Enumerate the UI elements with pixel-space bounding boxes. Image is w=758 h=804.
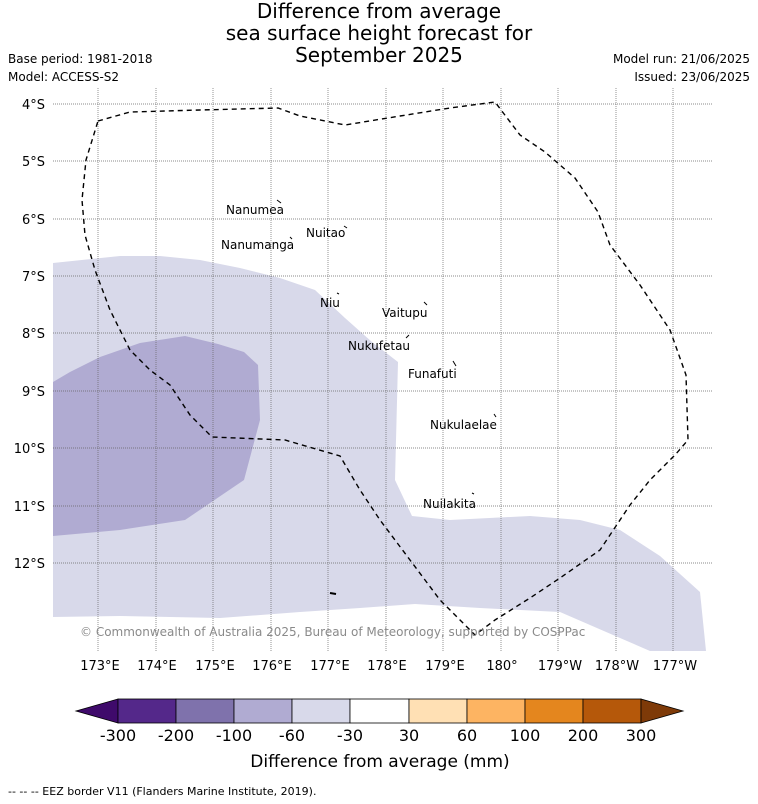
label-funafuti: Funafuti — [408, 367, 457, 381]
colorbar-tick: -200 — [158, 726, 194, 745]
base-period: Base period: 1981-2018 — [8, 52, 153, 66]
lat-tick: 8°S — [22, 327, 45, 342]
lon-tick: 177°W — [653, 659, 697, 674]
colorbar — [74, 698, 685, 724]
lon-tick: 179°E — [425, 659, 465, 674]
colorbar-segment — [466, 698, 526, 724]
label-nuitao: Nuitao — [306, 226, 345, 240]
island-nukufetau — [405, 334, 410, 339]
lat-tick: 9°S — [22, 385, 45, 400]
eez-border-line — [81, 101, 689, 636]
label-vaitupu: Vaitupu — [382, 306, 428, 320]
island-small-south — [329, 592, 337, 595]
lat-tick: 6°S — [22, 213, 45, 228]
issued-date: Issued: 23/06/2025 — [634, 70, 750, 84]
label-nanumanga: Nanumanga — [221, 238, 294, 252]
colorbar-segment — [291, 698, 351, 724]
colorbar-tick: -30 — [337, 726, 363, 745]
colorbar-segment — [175, 698, 235, 724]
lon-tick: 175°E — [195, 659, 235, 674]
label-nuilakita: Nuilakita — [423, 497, 476, 511]
colorbar-title: Difference from average (mm) — [250, 752, 509, 772]
title-line-3: September 2025 — [295, 43, 463, 67]
colorbar-segment — [408, 698, 468, 724]
colorbar-tick: -300 — [100, 726, 136, 745]
colorbar-tick: -60 — [279, 726, 305, 745]
colorbar-tick-labels: -300 -200 -100 -60 -30 30 60 100 200 300 — [100, 726, 656, 745]
colorbar-tick: 60 — [457, 726, 477, 745]
meta-left: Base period: 1981-2018 Model: ACCESS-S2 — [8, 50, 153, 86]
title-line-2: sea surface height forecast for — [225, 21, 533, 45]
colorbar-tick: 100 — [510, 726, 541, 745]
label-nukufetau: Nukufetau — [348, 339, 410, 353]
colorbar-segment — [524, 698, 584, 724]
colorbar-tick: 200 — [568, 726, 599, 745]
lon-tick-labels: 173°E 174°E 175°E 176°E 177°E 178°E 179°… — [80, 659, 697, 674]
colorbar-tick: -100 — [216, 726, 252, 745]
colorbar-tick: 30 — [399, 726, 419, 745]
island-markers — [276, 199, 497, 595]
colorbar-segment — [349, 698, 410, 724]
colorbar-cap-low — [74, 698, 119, 724]
lon-tick: 178°E — [367, 659, 407, 674]
lon-tick: 178°W — [595, 659, 639, 674]
island-nanumanga — [289, 236, 293, 240]
lon-tick: 177°E — [310, 659, 350, 674]
lat-tick: 12°S — [14, 557, 45, 572]
lon-tick: 179°W — [538, 659, 582, 674]
title-line-1: Difference from average — [256, 0, 502, 23]
colorbar-segment — [582, 698, 642, 724]
lon-tick: 180° — [486, 659, 517, 674]
label-niu: Niu — [320, 296, 340, 310]
eez-legend-footer: -- -- -- EEZ border V11 (Flanders Marine… — [8, 785, 317, 798]
island-vaitupu — [423, 301, 428, 306]
lat-tick: 11°S — [14, 500, 45, 515]
lat-gridlines — [53, 103, 713, 564]
lon-tick: 174°E — [137, 659, 177, 674]
lat-tick: 4°S — [22, 98, 45, 113]
island-niu — [336, 292, 340, 295]
colorbar-segment — [117, 698, 177, 724]
island-nukulaelae — [493, 413, 497, 418]
colorbar-cap-high — [640, 698, 685, 724]
label-nanumea: Nanumea — [226, 203, 284, 217]
colorbar-segment — [233, 698, 293, 724]
lat-tick: 10°S — [14, 442, 45, 457]
chart-title: Difference from average sea surface heig… — [0, 0, 758, 66]
model-name: Model: ACCESS-S2 — [8, 70, 120, 84]
label-nukulaelae: Nukulaelae — [430, 418, 497, 432]
island-nanumea — [276, 199, 282, 204]
lon-tick: 173°E — [80, 659, 120, 674]
anomaly-region-medium — [53, 336, 260, 536]
copyright-notice: © Commonwealth of Australia 2025, Bureau… — [80, 625, 585, 639]
lon-tick: 176°E — [252, 659, 292, 674]
lat-tick-labels: 4°S 5°S 6°S 7°S 8°S 9°S 10°S 11°S 12°S — [14, 98, 45, 572]
lat-tick: 7°S — [22, 270, 45, 285]
island-nuitao — [343, 225, 348, 229]
meta-right: Model run: 21/06/2025 Issued: 23/06/2025 — [613, 50, 750, 86]
colorbar-tick: 300 — [626, 726, 657, 745]
island-nuilakita — [471, 492, 475, 495]
lat-tick: 5°S — [22, 155, 45, 170]
island-funafuti — [452, 360, 457, 367]
model-run: Model run: 21/06/2025 — [612, 52, 750, 66]
